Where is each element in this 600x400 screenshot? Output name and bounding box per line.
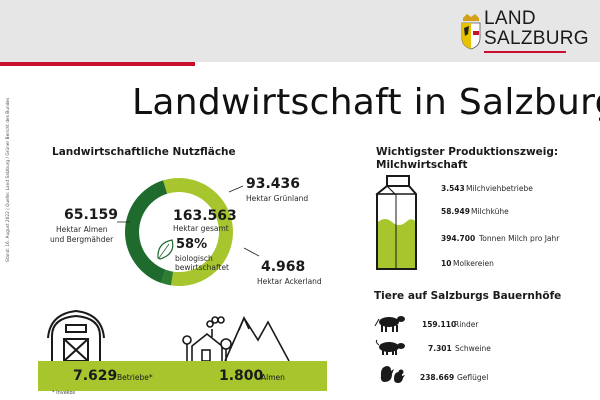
footnote: * Invekos xyxy=(52,390,76,396)
logo-underline xyxy=(484,51,566,53)
milk-title-line-2: Milchwirtschaft xyxy=(376,159,468,171)
almen-label-1: Hektar Almen xyxy=(56,225,108,234)
coat-of-arms-icon xyxy=(461,14,481,50)
gruenland-value: 93.436 xyxy=(246,176,301,192)
animal-2-label: Schweine xyxy=(455,344,491,353)
organic-value: 58% xyxy=(176,237,208,252)
farm-stats-bar xyxy=(38,361,327,391)
milk-stat-1-value: 3.543 xyxy=(441,184,465,193)
donut-segment-gruenland xyxy=(163,178,234,286)
milk-stat-4-value: 10 xyxy=(441,259,452,268)
milk-stat-3-value: 394.700 xyxy=(441,234,476,243)
milk-stat-2-value: 58.949 xyxy=(441,207,470,216)
milk-stat-3-label: Tonnen Milch pro Jahr xyxy=(479,234,560,243)
animals-title: Tiere auf Salzburgs Bauernhöfe xyxy=(374,290,562,302)
barn-icon xyxy=(47,309,105,362)
cow-icon xyxy=(374,316,405,332)
animal-3-value: 238.669 xyxy=(420,373,455,382)
leader-line-ackerland xyxy=(243,247,260,257)
donut-segment-ackerland xyxy=(161,269,174,286)
animal-3-label: Geflügel xyxy=(457,373,489,382)
organic-label-1: biologisch xyxy=(175,254,213,263)
red-accent-line xyxy=(0,62,195,66)
logo-wordmark: LAND SALZBURG xyxy=(484,9,589,49)
logo-line-1: LAND xyxy=(484,8,536,29)
chicken-icon xyxy=(380,366,405,383)
land-salzburg-logo: LAND SALZBURG xyxy=(461,8,589,54)
pig-icon xyxy=(375,339,405,355)
leader-line-gruenland xyxy=(228,185,244,193)
almen-count-value: 1.800 xyxy=(219,368,264,384)
organic-label-2: bewirtschaftet xyxy=(175,263,230,272)
betriebe-value: 7.629 xyxy=(73,368,118,384)
ackerland-value: 4.968 xyxy=(261,259,306,275)
chart-title: Landwirtschaftliche Nutzfläche xyxy=(52,146,236,158)
animal-1-value: 159.110 xyxy=(422,320,457,329)
almen-label-2: und Bergmähder xyxy=(50,235,114,244)
ackerland-label: Hektar Ackerland xyxy=(257,277,322,286)
almen-count-label: Almen xyxy=(261,373,285,382)
leaf-icon xyxy=(157,239,174,260)
logo-line-2: SALZBURG xyxy=(484,28,589,49)
mountain-hut-icon xyxy=(182,315,290,362)
animal-2-value: 7.301 xyxy=(428,344,452,353)
milk-stat-2-label: Milchkühe xyxy=(471,207,509,216)
milk-stat-4-label: Molkereien xyxy=(453,259,494,268)
milk-title-line-1: Wichtigster Produktionszweig: xyxy=(376,146,559,158)
total-label: Hektar gesamt xyxy=(173,224,229,233)
total-value: 163.563 xyxy=(173,208,237,224)
gruenland-label: Hektar Grünland xyxy=(246,194,309,203)
animal-1-label: Rinder xyxy=(454,320,479,329)
milk-stat-1-label: Milchviehbetriebe xyxy=(466,184,533,193)
donut-segment-almen xyxy=(125,180,168,283)
almen-value: 65.159 xyxy=(64,207,119,223)
betriebe-label: Betriebe* xyxy=(117,373,153,382)
page-title: Landwirtschaft in Salzburg xyxy=(132,82,600,123)
